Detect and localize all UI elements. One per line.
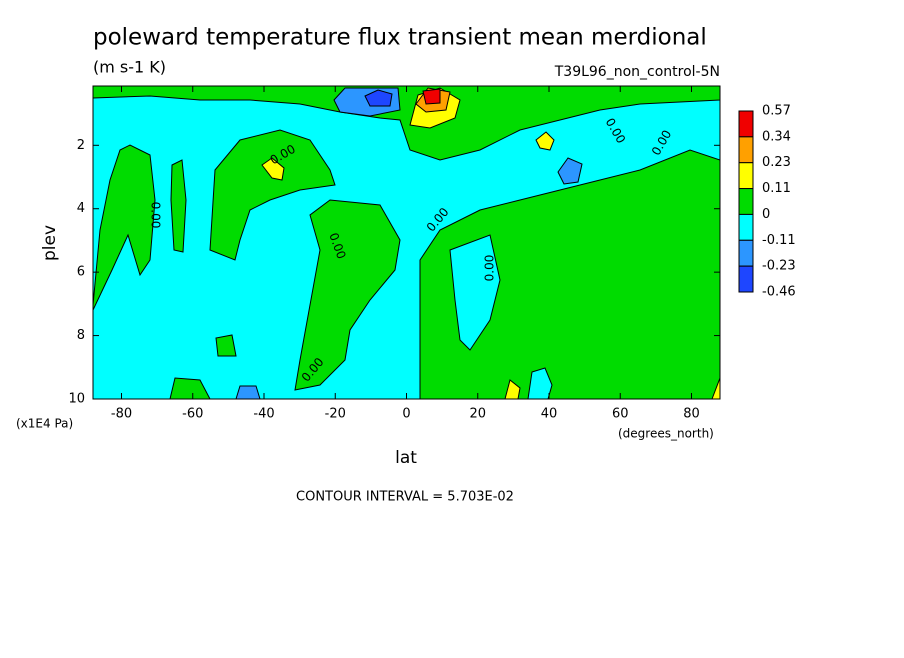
x-tick-label: -80: [111, 407, 132, 422]
colorbar-label: 0.11: [762, 181, 791, 196]
contour-region: [364, 89, 393, 107]
chart-title: poleward temperature flux transient mean…: [93, 25, 707, 51]
colorbar-box: [738, 265, 754, 293]
x-tick-label: -20: [325, 407, 346, 422]
y-tick-label: 10: [68, 392, 85, 407]
contour-label: 0.00: [483, 255, 497, 282]
y-axis-label: plev: [40, 225, 60, 261]
x-axis-label: lat: [395, 448, 417, 468]
x-tick-label: 60: [612, 407, 629, 422]
x-tick-label: -60: [182, 407, 203, 422]
colorbar-box: [738, 239, 754, 267]
x-tick-label: 0: [402, 407, 410, 422]
contour-region: [711, 377, 720, 399]
contour-field: [93, 86, 720, 399]
contour-region: [422, 88, 441, 105]
contour-region: [527, 367, 553, 399]
y-tick-label: 4: [77, 201, 85, 216]
colorbar-label: 0.23: [762, 155, 791, 170]
contour-region: [535, 131, 555, 151]
colorbar-label: 0.57: [762, 104, 791, 119]
colorbar-label: -0.11: [762, 233, 796, 248]
y-unit: (x1E4 Pa): [16, 417, 73, 431]
run-label: T39L96_non_control-5N: [554, 64, 720, 80]
colorbar-label: -0.46: [762, 285, 796, 300]
y-tick-label: 8: [77, 328, 85, 343]
contour-region: [93, 86, 720, 161]
colorbar-box: [738, 110, 754, 138]
colorbar-label: -0.23: [762, 259, 796, 274]
y-tick-label: 2: [77, 138, 85, 153]
x-tick-label: 20: [469, 407, 486, 422]
colorbar-label: 0: [762, 207, 770, 222]
contour-region: [504, 379, 521, 399]
contour-interval: CONTOUR INTERVAL = 5.703E-02: [296, 490, 514, 505]
x-unit: (degrees_north): [618, 427, 714, 441]
colorbar-box: [738, 188, 754, 215]
contour-region: [170, 159, 187, 253]
colorbar-box: [738, 162, 754, 190]
contour-region: [419, 149, 720, 399]
contour-region: [209, 129, 336, 261]
colorbar-box: [738, 136, 754, 164]
x-tick-label: -40: [253, 407, 274, 422]
x-tick-label: 40: [541, 407, 558, 422]
contour-region: [93, 144, 156, 311]
contour-region: [557, 157, 583, 185]
contour-region: [215, 334, 237, 357]
contour-region: [169, 377, 211, 399]
x-tick-label: 80: [683, 407, 700, 422]
units-subtitle: (m s-1 K): [93, 58, 166, 77]
colorbar-box: [738, 213, 754, 241]
colorbar-label: 0.34: [762, 129, 791, 144]
contour-region: [294, 199, 401, 391]
contour-region: [235, 385, 261, 399]
contour-region: [261, 157, 285, 181]
contour-label: 0.00: [149, 202, 163, 229]
y-tick-label: 6: [77, 265, 85, 280]
contour-region: [449, 234, 501, 351]
